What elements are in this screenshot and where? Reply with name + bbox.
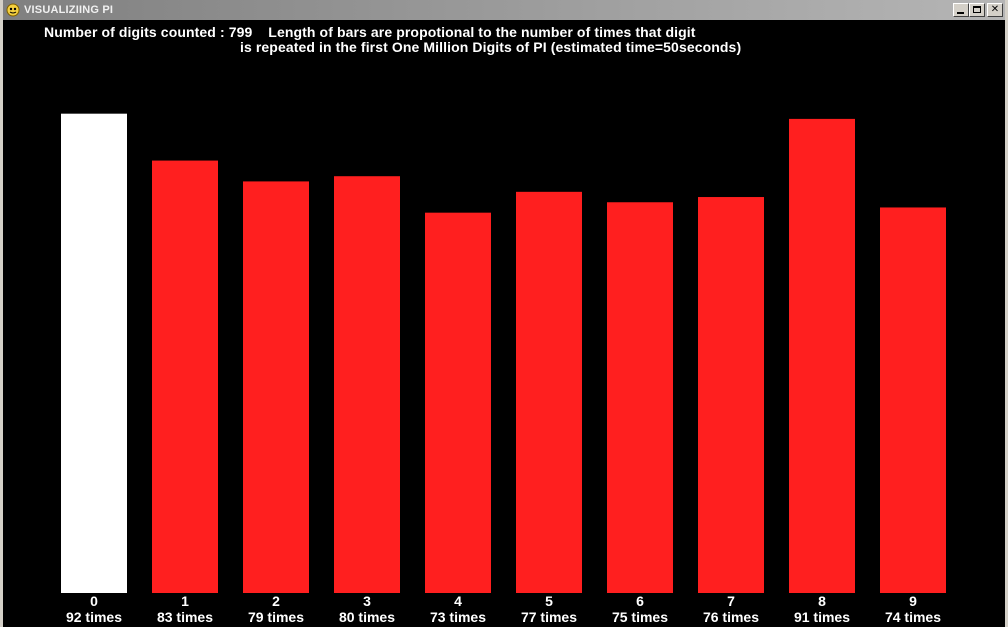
count-label-2: 79 times <box>248 609 304 625</box>
header-info-line-2: is repeated in the first One Million Dig… <box>240 39 742 55</box>
bar-digit-2 <box>243 181 309 593</box>
window-controls: ✕ <box>953 3 1003 17</box>
digit-label-8: 8 <box>818 593 826 609</box>
visualization-canvas: Number of digits counted : 799 Length of… <box>3 20 1005 627</box>
minimize-button[interactable] <box>953 3 969 17</box>
count-label-9: 74 times <box>885 609 941 625</box>
bar-digit-3 <box>334 176 400 593</box>
count-label-7: 76 times <box>703 609 759 625</box>
title-bar[interactable]: VISUALIZIING PI ✕ <box>3 0 1005 20</box>
count-label-0: 92 times <box>66 609 122 625</box>
bar-digit-1 <box>152 160 218 593</box>
digit-label-5: 5 <box>545 593 553 609</box>
digit-label-1: 1 <box>181 593 189 609</box>
count-label-6: 75 times <box>612 609 668 625</box>
count-label-3: 80 times <box>339 609 395 625</box>
bar-digit-0 <box>61 113 127 594</box>
count-label-1: 83 times <box>157 609 213 625</box>
count-label-8: 91 times <box>794 609 850 625</box>
bar-digit-7 <box>698 197 764 594</box>
maximize-icon <box>973 6 981 13</box>
header-info-line-1: Number of digits counted : 799 Length of… <box>44 24 696 40</box>
digit-label-6: 6 <box>636 593 644 609</box>
count-label-5: 77 times <box>521 609 577 625</box>
digit-label-9: 9 <box>909 593 917 609</box>
count-label-4: 73 times <box>430 609 486 625</box>
minimize-icon <box>957 12 964 14</box>
digit-label-3: 3 <box>363 593 371 609</box>
digit-label-7: 7 <box>727 593 735 609</box>
digit-label-4: 4 <box>454 593 462 609</box>
digit-label-0: 0 <box>90 593 98 609</box>
close-button[interactable]: ✕ <box>987 3 1003 17</box>
digit-label-2: 2 <box>272 593 280 609</box>
bar-digit-8 <box>789 118 855 593</box>
maximize-button[interactable] <box>969 3 985 17</box>
digit-frequency-chart: 092 times 183 times 279 times 380 times 473 … <box>61 113 946 625</box>
pygame-snake-icon <box>6 3 20 17</box>
close-icon: ✕ <box>990 4 1000 15</box>
bar-digit-9 <box>880 207 946 593</box>
window-title: VISUALIZIING PI <box>24 4 114 16</box>
bar-digit-5 <box>516 191 582 593</box>
bar-digit-4 <box>425 212 491 594</box>
bar-digit-6 <box>607 202 673 593</box>
